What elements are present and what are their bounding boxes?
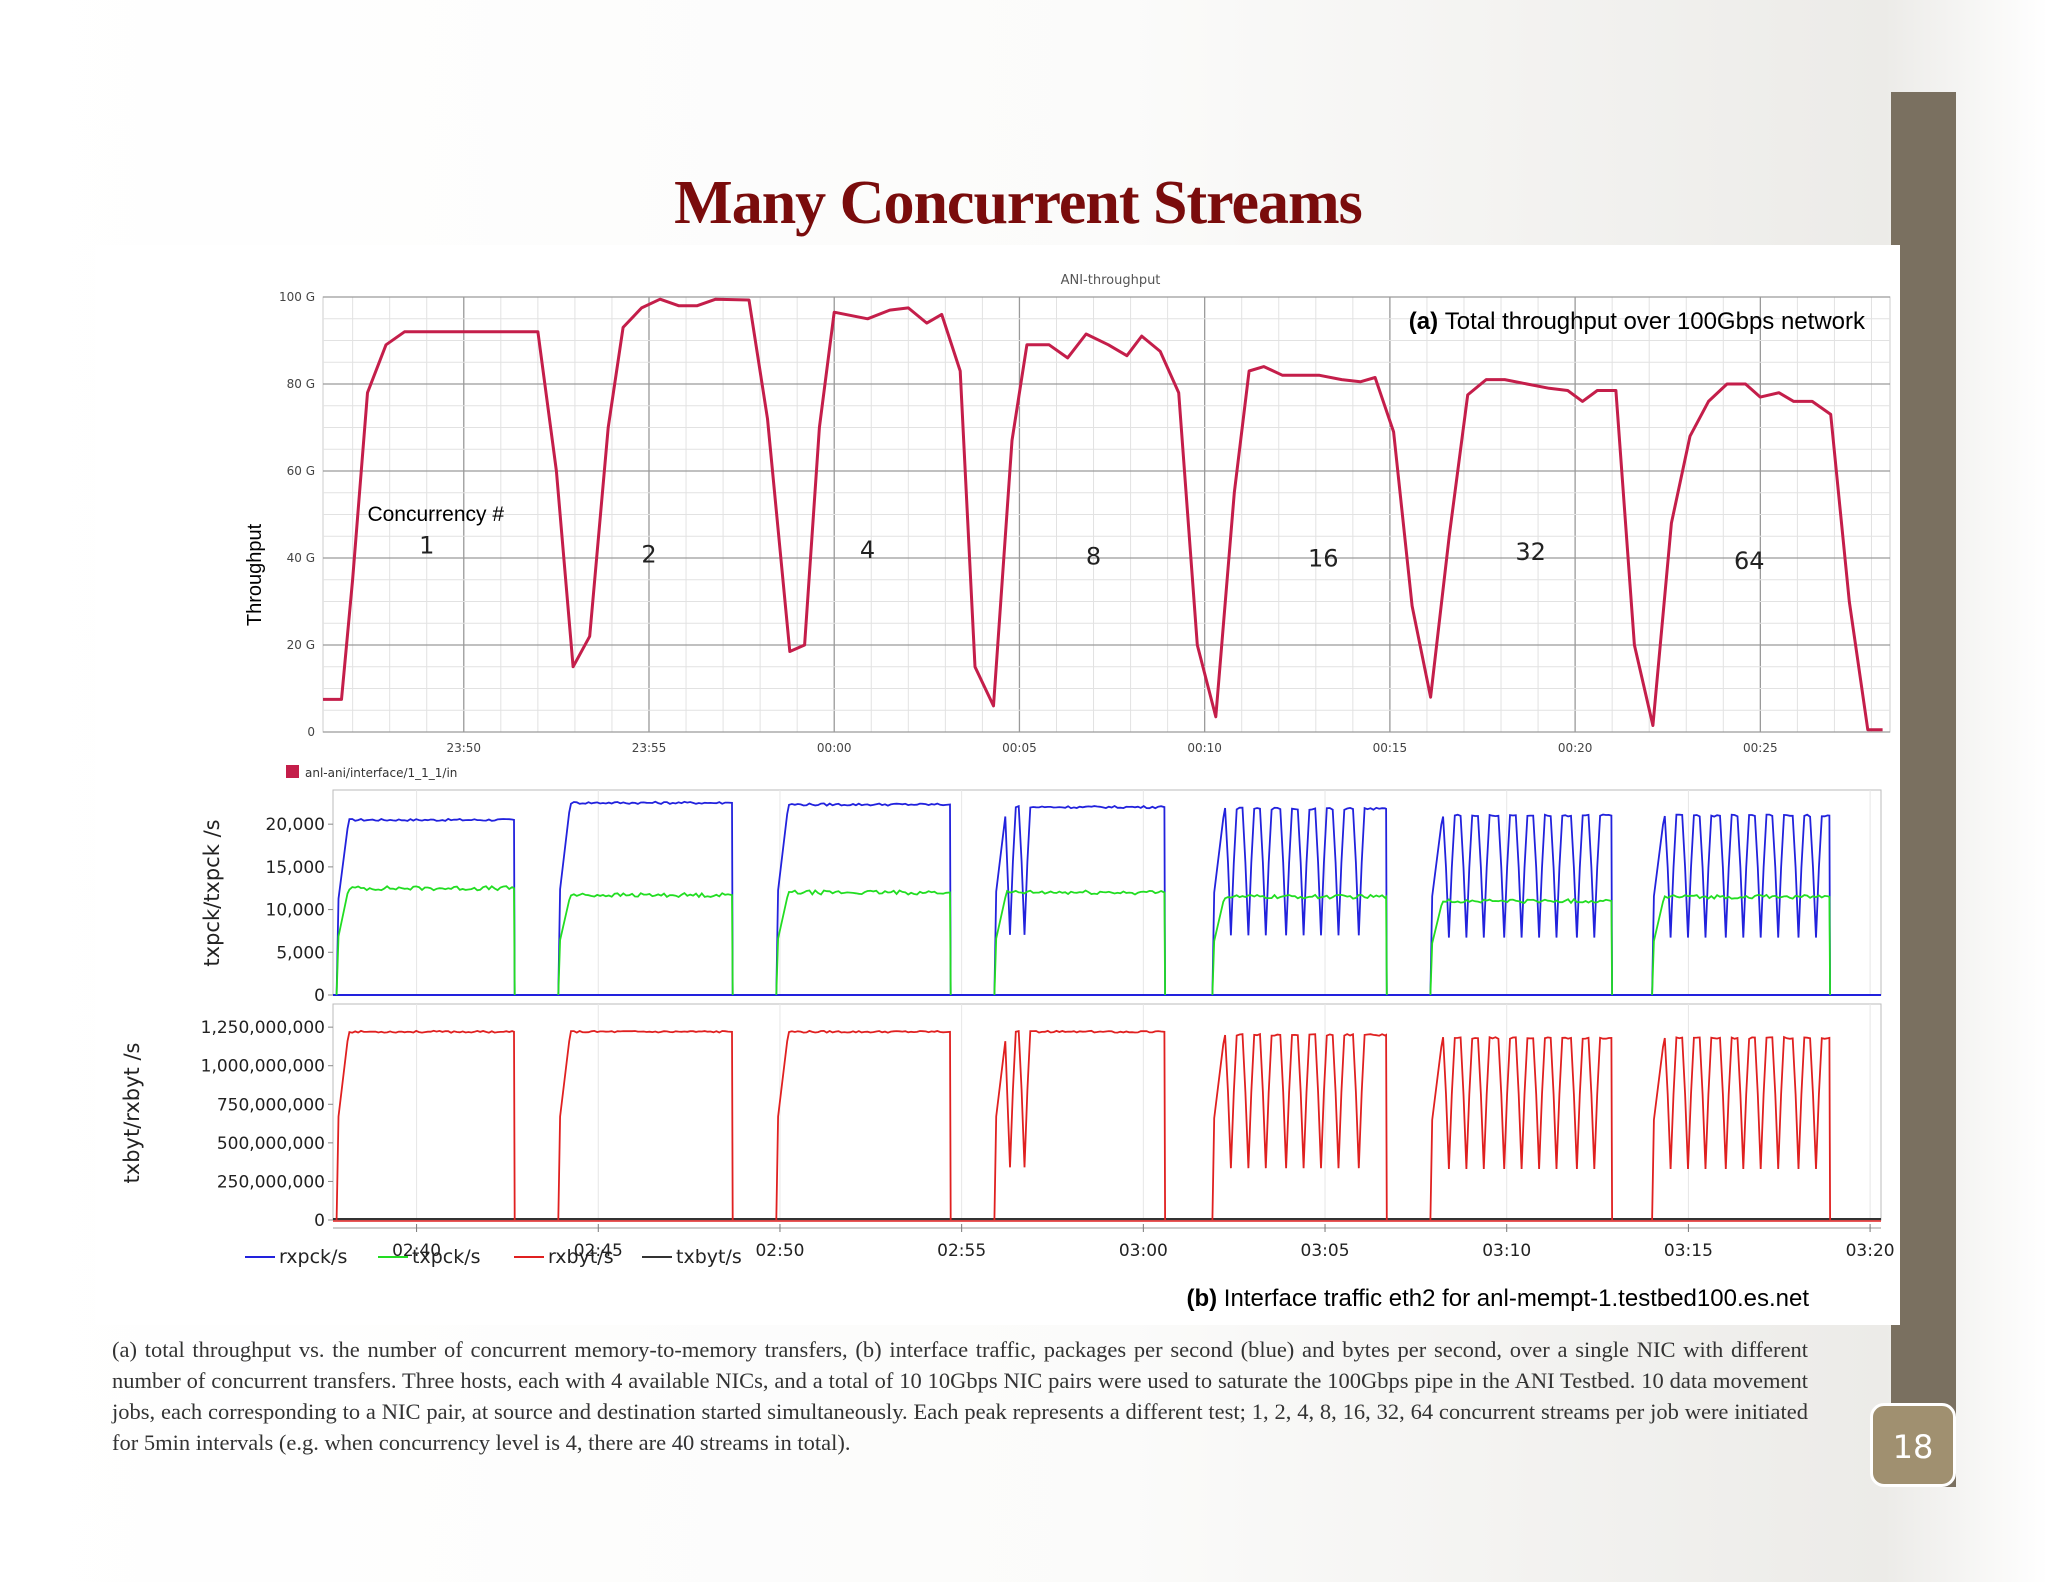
txpck-series-segment xyxy=(1429,898,1613,996)
throughput-chart-title: ANI-throughput xyxy=(1061,273,1161,288)
throughput-x-tick-label: 00:10 xyxy=(1187,741,1222,755)
bytes-plot-area xyxy=(332,1003,1882,1221)
throughput-y-tick-label: 40 G xyxy=(287,551,315,565)
slide-title: Many Concurrent Streams xyxy=(674,169,1363,237)
concurrency-label: 2 xyxy=(641,540,656,568)
concurrency-label: 32 xyxy=(1515,538,1546,566)
traffic-annotation: (b) Interface traffic eth2 for anl-mempt… xyxy=(1186,1285,1809,1312)
rxpck-series-segment xyxy=(775,802,952,996)
figure-svg: 0 20 G 40 G 60 G 80 G 100 G 23:50 23:55 00:00 00:… xyxy=(120,273,1895,1312)
bytes-y-tick-label: 1,250,000,000 xyxy=(201,1018,325,1038)
concurrency-label: 16 xyxy=(1308,545,1339,573)
throughput-x-tick-label: 23:55 xyxy=(632,741,667,755)
throughput-y-tick-label: 0 xyxy=(307,725,315,739)
throughput-x-tick-label: 00:15 xyxy=(1373,741,1408,755)
traffic-x-tick-label: 03:05 xyxy=(1301,1241,1350,1261)
slide-side-bar xyxy=(1891,92,1956,1487)
rxpck-series-segment xyxy=(993,804,1166,996)
figure-caption: (a) total throughput vs. the number of c… xyxy=(112,1337,1808,1455)
throughput-legend-label: anl-ani/interface/1_1_1/in xyxy=(305,766,457,780)
packets-y-tick-label: 15,000 xyxy=(266,858,325,878)
page-number: 18 xyxy=(1892,1428,1934,1466)
traffic-x-tick-label: 03:15 xyxy=(1664,1241,1713,1261)
throughput-x-tick-label: 23:50 xyxy=(446,741,481,755)
concurrency-label: 4 xyxy=(860,536,875,564)
packets-y-tick-label: 0 xyxy=(314,986,325,1006)
traffic-legend-label: txpck/s xyxy=(412,1246,481,1268)
concurrency-title: Concurrency # xyxy=(367,503,504,526)
rxpck-series-segment xyxy=(1211,806,1388,996)
bytes-y-tick-label: 1,000,000,000 xyxy=(201,1057,325,1077)
throughput-legend-swatch xyxy=(286,765,299,778)
packets-y-tick-label: 5,000 xyxy=(276,943,325,963)
bytes-y-tick-label: 750,000,000 xyxy=(217,1095,325,1115)
throughput-y-tick-label: 60 G xyxy=(287,464,315,478)
throughput-x-tick-label: 00:00 xyxy=(817,741,852,755)
bytes-y-axis-label: txbyt/rxbyt /s xyxy=(120,1043,144,1184)
traffic-legend-label: rxbyt/s xyxy=(548,1246,614,1268)
traffic-legend-label: txbyt/s xyxy=(676,1246,742,1268)
throughput-annotation: (a) Total throughput over 100Gbps networ… xyxy=(1409,308,1866,335)
traffic-x-tick-label: 02:45 xyxy=(574,1241,623,1261)
throughput-y-axis-label: Throughput xyxy=(244,523,266,626)
rxpck-series-segment xyxy=(335,817,516,996)
rxbyt-series-segment xyxy=(335,1029,516,1221)
packets-y-tick-label: 20,000 xyxy=(266,815,325,835)
throughput-y-tick-label: 80 G xyxy=(287,377,315,391)
bytes-y-tick-label: 250,000,000 xyxy=(217,1172,325,1192)
traffic-x-tick-label: 02:50 xyxy=(755,1241,804,1261)
packets-y-axis-label: txpck/txpck /s xyxy=(200,819,224,966)
traffic-x-tick-label: 03:10 xyxy=(1482,1241,1531,1261)
txpck-series-segment xyxy=(993,889,1166,996)
concurrency-label: 64 xyxy=(1734,547,1765,575)
txpck-series-segment xyxy=(335,885,516,996)
rxbyt-series-segment xyxy=(993,1029,1166,1221)
rxpck-series-segment xyxy=(1429,813,1613,996)
traffic-x-tick-label: 03:20 xyxy=(1846,1241,1895,1261)
throughput-y-tick-label: 100 G xyxy=(279,290,315,304)
rxbyt-series-segment xyxy=(1651,1035,1831,1221)
traffic-x-tick-label: 02:55 xyxy=(937,1241,986,1261)
bytes-y-tick-label: 500,000,000 xyxy=(217,1134,325,1154)
txpck-series-segment xyxy=(1651,893,1831,996)
concurrency-label: 1 xyxy=(419,532,434,560)
rxbyt-series-segment xyxy=(1429,1036,1613,1221)
throughput-x-tick-label: 00:20 xyxy=(1558,741,1593,755)
txpck-series-segment xyxy=(557,891,734,996)
rxpck-series-segment xyxy=(1651,813,1831,996)
throughput-x-tick-label: 00:05 xyxy=(1002,741,1037,755)
rxbyt-series-segment xyxy=(557,1029,734,1221)
rxbyt-series-segment xyxy=(775,1029,952,1221)
concurrency-label: 8 xyxy=(1086,543,1101,571)
figure-panel: 0 20 G 40 G 60 G 80 G 100 G 23:50 23:55 00:00 00:… xyxy=(95,245,1900,1325)
rxbyt-series-segment xyxy=(1211,1032,1388,1221)
throughput-series-line xyxy=(323,297,1883,732)
throughput-x-tick-label: 00:25 xyxy=(1743,741,1778,755)
packets-y-tick-label: 10,000 xyxy=(266,901,325,921)
rxpck-series-segment xyxy=(557,800,734,996)
bytes-y-tick-label: 0 xyxy=(314,1211,325,1231)
txpck-series-segment xyxy=(775,889,952,996)
txpck-series-segment xyxy=(1211,893,1388,996)
page-number-box: 18 xyxy=(1870,1403,1956,1487)
throughput-y-tick-label: 20 G xyxy=(287,638,315,652)
traffic-legend-label: rxpck/s xyxy=(279,1246,347,1268)
traffic-x-tick-label: 03:00 xyxy=(1119,1241,1168,1261)
